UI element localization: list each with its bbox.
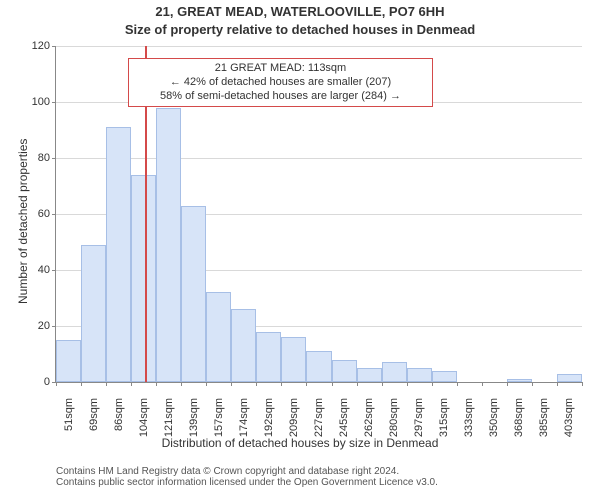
x-tick xyxy=(131,382,132,386)
x-tick-label: 315sqm xyxy=(438,398,450,448)
x-tick-label: 104sqm xyxy=(138,398,150,448)
x-tick-label: 121sqm xyxy=(163,398,175,448)
x-axis-line xyxy=(56,382,582,383)
x-tick-label: 139sqm xyxy=(188,398,200,448)
x-tick xyxy=(181,382,182,386)
x-tick-label: 86sqm xyxy=(113,398,125,448)
footer-line-1: Contains HM Land Registry data © Crown c… xyxy=(56,466,438,477)
y-tick-label: 40 xyxy=(22,264,50,276)
x-tick xyxy=(557,382,558,386)
x-tick xyxy=(81,382,82,386)
histogram-bar xyxy=(281,337,306,382)
x-tick-label: 385sqm xyxy=(538,398,550,448)
y-tick xyxy=(52,158,56,159)
x-tick-label: 51sqm xyxy=(63,398,75,448)
y-tick-label: 0 xyxy=(22,376,50,388)
histogram-bar xyxy=(106,127,131,382)
footer-line-2: Contains public sector information licen… xyxy=(56,477,438,488)
x-tick-label: 368sqm xyxy=(513,398,525,448)
y-tick-label: 20 xyxy=(22,320,50,332)
x-tick xyxy=(482,382,483,386)
x-tick-label: 333sqm xyxy=(463,398,475,448)
histogram-bar xyxy=(206,292,231,382)
y-tick xyxy=(52,270,56,271)
y-tick-label: 100 xyxy=(22,96,50,108)
x-tick-label: 262sqm xyxy=(363,398,375,448)
plot-area: 21 GREAT MEAD: 113sqm← 42% of detached h… xyxy=(56,46,582,382)
x-tick xyxy=(357,382,358,386)
x-tick-label: 245sqm xyxy=(338,398,350,448)
y-tick xyxy=(52,214,56,215)
histogram-bar xyxy=(231,309,256,382)
x-tick xyxy=(206,382,207,386)
callout-line: 58% of semi-detached houses are larger (… xyxy=(135,90,426,104)
x-tick-label: 209sqm xyxy=(288,398,300,448)
x-tick xyxy=(332,382,333,386)
x-tick-label: 280sqm xyxy=(388,398,400,448)
gridline xyxy=(56,158,582,159)
callout-line: 21 GREAT MEAD: 113sqm xyxy=(135,62,426,76)
y-tick-label: 60 xyxy=(22,208,50,220)
x-tick-label: 297sqm xyxy=(413,398,425,448)
x-tick xyxy=(582,382,583,386)
x-tick xyxy=(106,382,107,386)
gridline xyxy=(56,46,582,47)
y-tick xyxy=(52,102,56,103)
histogram-bar xyxy=(81,245,106,382)
x-tick xyxy=(231,382,232,386)
histogram-bar xyxy=(131,175,156,382)
histogram-bar xyxy=(181,206,206,382)
x-tick-label: 157sqm xyxy=(213,398,225,448)
x-tick xyxy=(281,382,282,386)
x-tick-label: 69sqm xyxy=(88,398,100,448)
histogram-bar xyxy=(407,368,432,382)
histogram-bar xyxy=(306,351,331,382)
x-tick-label: 174sqm xyxy=(238,398,250,448)
histogram-bar xyxy=(507,379,532,382)
histogram-bar xyxy=(357,368,382,382)
x-tick-label: 192sqm xyxy=(263,398,275,448)
x-tick xyxy=(507,382,508,386)
chart-title-line1: 21, GREAT MEAD, WATERLOOVILLE, PO7 6HH xyxy=(0,4,600,19)
x-tick xyxy=(56,382,57,386)
histogram-bar xyxy=(156,108,181,382)
y-tick xyxy=(52,46,56,47)
x-tick-label: 227sqm xyxy=(313,398,325,448)
histogram-bar xyxy=(557,374,582,382)
x-tick xyxy=(156,382,157,386)
chart-footer: Contains HM Land Registry data © Crown c… xyxy=(56,466,438,488)
chart-container: 21, GREAT MEAD, WATERLOOVILLE, PO7 6HH S… xyxy=(0,0,600,500)
callout-line: ← 42% of detached houses are smaller (20… xyxy=(135,76,426,90)
y-tick-label: 120 xyxy=(22,40,50,52)
x-tick xyxy=(407,382,408,386)
histogram-bar xyxy=(56,340,81,382)
histogram-bar xyxy=(332,360,357,382)
x-tick xyxy=(256,382,257,386)
y-tick-label: 80 xyxy=(22,152,50,164)
x-tick-label: 403sqm xyxy=(563,398,575,448)
callout-box: 21 GREAT MEAD: 113sqm← 42% of detached h… xyxy=(128,58,433,107)
histogram-bar xyxy=(382,362,407,382)
chart-title-line2: Size of property relative to detached ho… xyxy=(0,22,600,37)
x-tick-label: 350sqm xyxy=(488,398,500,448)
x-tick xyxy=(432,382,433,386)
x-tick xyxy=(306,382,307,386)
x-tick xyxy=(532,382,533,386)
y-tick xyxy=(52,326,56,327)
histogram-bar xyxy=(432,371,457,382)
x-tick xyxy=(457,382,458,386)
x-tick xyxy=(382,382,383,386)
histogram-bar xyxy=(256,332,281,382)
